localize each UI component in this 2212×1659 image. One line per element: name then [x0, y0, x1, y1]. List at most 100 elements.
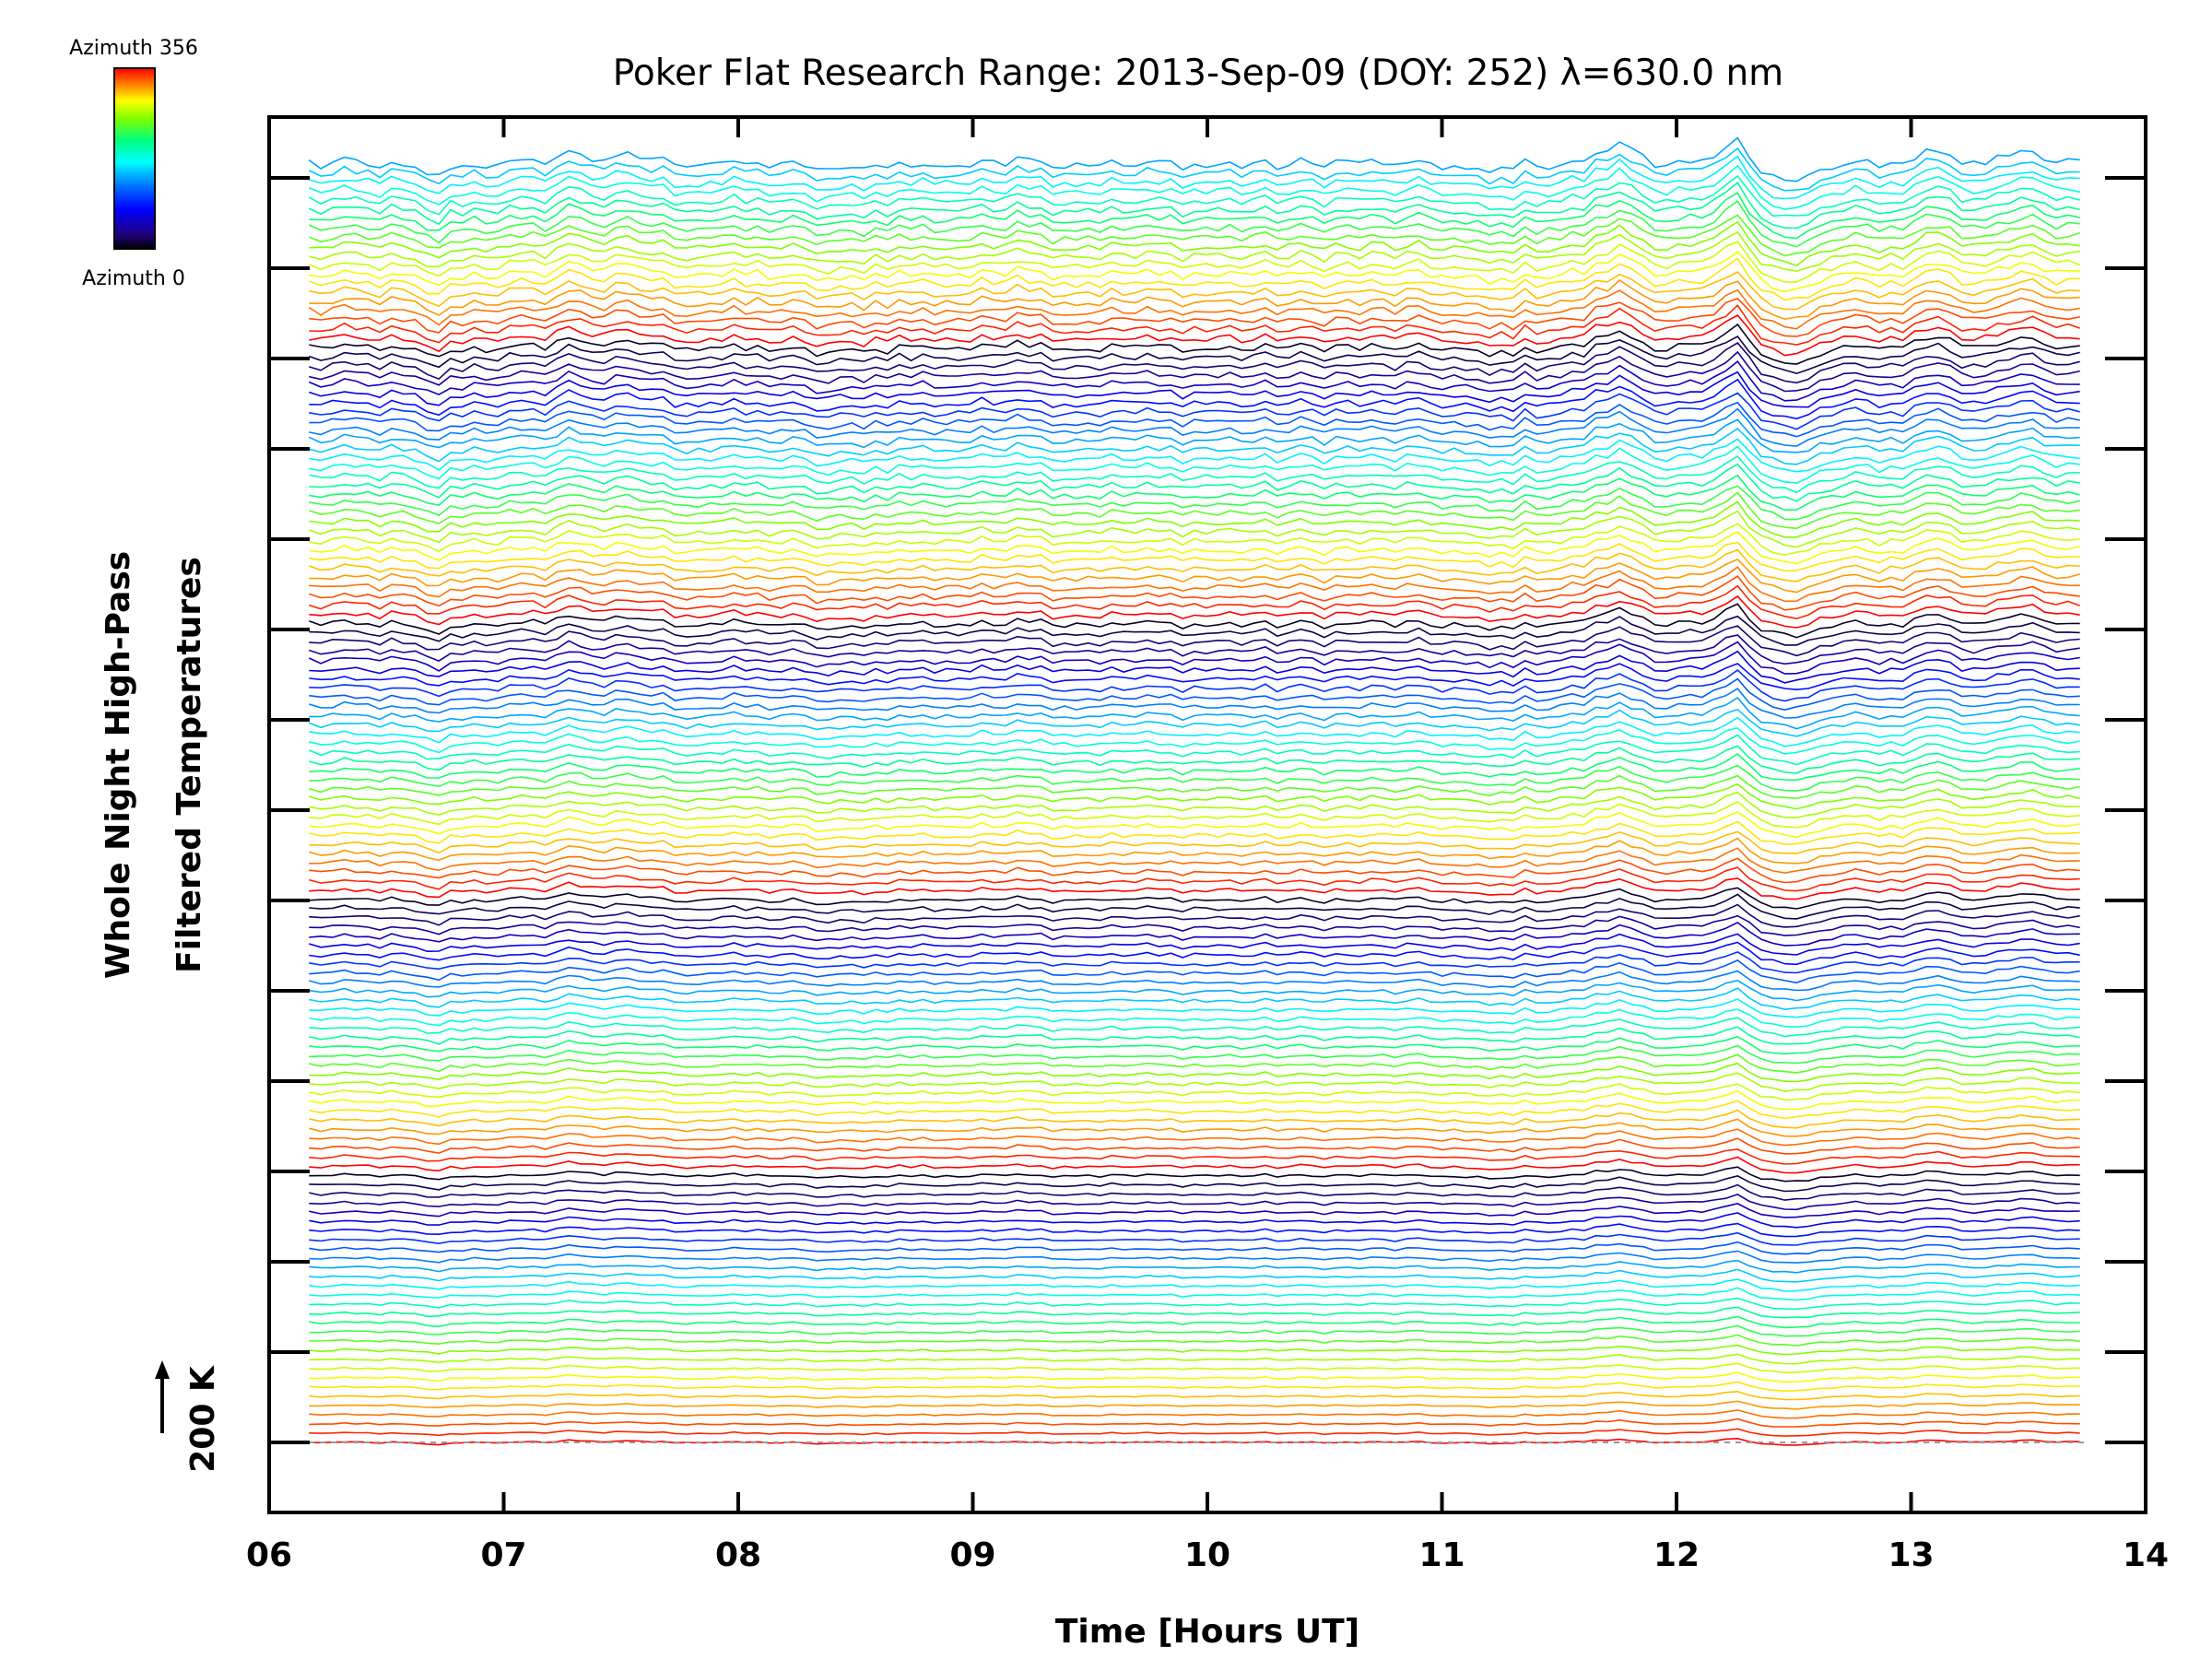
x-ticks: 06 07 08 09 10 11 12 13 14	[246, 117, 2169, 1574]
series-line	[308, 147, 2080, 192]
series-line	[309, 959, 2080, 984]
series-line	[309, 1053, 2080, 1074]
series-line	[309, 1017, 2080, 1038]
series-line	[309, 1315, 2080, 1329]
series-line	[309, 708, 2080, 737]
series-line	[309, 603, 2080, 639]
colorbar-top-label: Azimuth 356	[69, 37, 198, 60]
series-line	[309, 893, 2080, 920]
x-tick-label: 14	[2123, 1536, 2169, 1574]
series-line	[308, 418, 2080, 453]
series-line	[309, 510, 2080, 548]
series-line	[309, 251, 2080, 293]
series-line	[309, 1324, 2080, 1337]
series-line	[309, 1183, 2080, 1201]
series-line	[309, 887, 2080, 910]
series-line	[309, 1428, 2080, 1437]
series-line	[309, 903, 2080, 928]
series-line	[309, 1390, 2080, 1401]
series-line	[309, 1418, 2080, 1428]
x-tick-label: 11	[1418, 1536, 1465, 1574]
series-line	[309, 837, 2080, 865]
series-line	[309, 445, 2080, 484]
x-axis-label: Time [Hours UT]	[1055, 1613, 1359, 1651]
series-line	[308, 136, 2080, 182]
series-line	[309, 791, 2080, 818]
series-line	[309, 401, 2080, 438]
series-line	[309, 979, 2080, 1002]
series-line	[308, 174, 2080, 218]
series-line	[309, 541, 2080, 572]
series-line	[309, 1353, 2080, 1365]
series-line	[309, 1409, 2080, 1419]
series-line	[309, 297, 2080, 337]
series-line	[308, 359, 2080, 402]
series-line	[309, 438, 2080, 473]
series-line	[309, 1008, 2080, 1029]
series-line	[309, 914, 2080, 936]
series-line	[308, 181, 2080, 229]
series-line	[309, 1381, 2080, 1393]
series-line	[309, 782, 2080, 810]
series-line	[309, 427, 2080, 465]
series-line	[309, 1082, 2080, 1101]
series-line	[309, 847, 2080, 874]
series-line	[309, 558, 2080, 594]
series-line	[308, 200, 2080, 248]
series-line	[309, 820, 2080, 846]
series-line	[309, 454, 2080, 494]
series-line	[309, 1128, 2080, 1147]
series-line	[308, 734, 2080, 766]
series-line	[309, 921, 2080, 947]
series-line	[309, 625, 2080, 657]
y-axis-label-line1: Whole Night High-Pass	[100, 551, 137, 979]
series-line	[309, 1137, 2080, 1155]
series-line	[309, 1259, 2080, 1274]
series-line	[309, 951, 2080, 974]
series-line	[309, 323, 2080, 365]
series-line	[309, 650, 2080, 684]
series-line	[309, 866, 2080, 892]
series-line	[309, 1400, 2080, 1410]
series-line	[309, 1222, 2080, 1238]
series-line	[309, 688, 2080, 719]
series-line	[309, 1148, 2080, 1165]
x-tick-label: 09	[949, 1536, 995, 1574]
series-line	[309, 1109, 2080, 1129]
series-line	[309, 350, 2080, 393]
series-line	[309, 1297, 2080, 1311]
series-line	[309, 155, 2080, 200]
x-tick-label: 08	[715, 1536, 761, 1574]
series-line	[309, 523, 2080, 556]
series-line	[309, 531, 2080, 565]
x-tick-label: 06	[246, 1536, 292, 1574]
series-line	[309, 584, 2080, 620]
series-line	[309, 1072, 2080, 1093]
series-line	[308, 641, 2080, 675]
series-line	[309, 764, 2080, 792]
series-line	[309, 1362, 2080, 1374]
series-line	[309, 933, 2080, 956]
series-line	[309, 752, 2080, 782]
x-tick-label: 10	[1184, 1536, 1230, 1574]
series-line	[309, 230, 2080, 272]
series-line	[309, 634, 2080, 665]
colorbar	[113, 67, 156, 250]
series-line	[309, 1371, 2080, 1383]
series-line	[309, 877, 2080, 900]
series-line	[309, 1194, 2080, 1211]
series-line	[309, 615, 2080, 646]
series-line	[309, 663, 2080, 691]
series-line	[309, 1287, 2080, 1301]
series-line	[309, 677, 2080, 712]
series-line	[309, 335, 2080, 375]
series-line	[309, 566, 2080, 603]
series-line	[309, 998, 2080, 1018]
series-line	[309, 811, 2080, 839]
series-line	[309, 1062, 2080, 1083]
series-line	[309, 192, 2080, 240]
series-line	[309, 392, 2080, 430]
series-line	[309, 313, 2080, 357]
series-line	[309, 371, 2080, 408]
